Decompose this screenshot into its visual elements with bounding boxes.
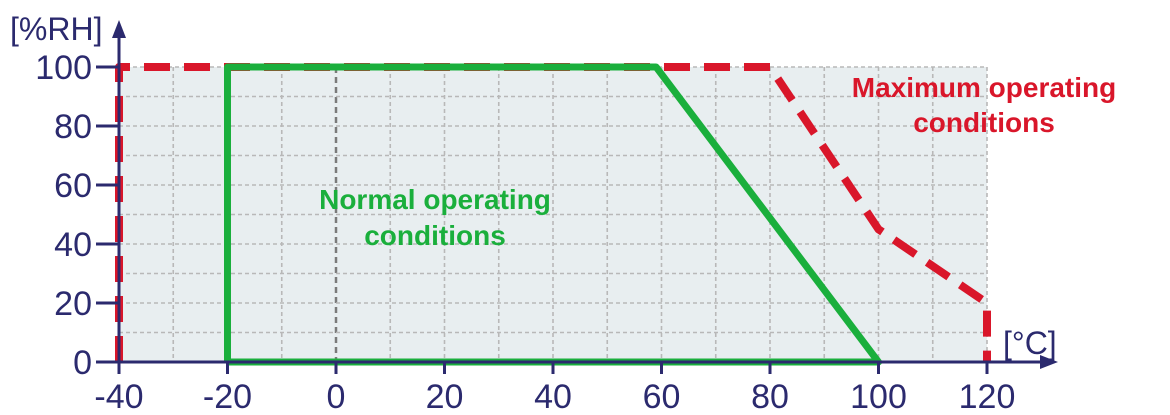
y-tick-label: 40 — [54, 226, 92, 264]
x-tick-label: -20 — [203, 378, 252, 415]
label-line: conditions — [913, 107, 1055, 138]
label-line: Maximum operating — [852, 72, 1116, 103]
maximum-operating-conditions-label: Maximum operating conditions — [852, 72, 1116, 138]
y-axis-unit-label: [%RH] — [10, 11, 102, 47]
x-tick-label: 0 — [327, 378, 346, 415]
y-tick-label: 0 — [73, 344, 92, 382]
y-tick-label: 60 — [54, 167, 92, 205]
normal-operating-conditions-label: Normal operating conditions — [319, 184, 551, 251]
y-tick-label: 80 — [54, 108, 92, 146]
y-axis-arrow-icon — [112, 20, 126, 38]
x-tick-label: 20 — [426, 378, 464, 415]
y-tick-label: 100 — [35, 49, 92, 87]
label-line: Normal operating — [319, 184, 551, 215]
y-tick-label: 20 — [54, 285, 92, 323]
x-tick-label: 60 — [643, 378, 681, 415]
x-tick-label: 120 — [959, 378, 1016, 415]
label-line: conditions — [364, 220, 506, 251]
x-axis-unit-label: [°C] — [1003, 325, 1057, 361]
x-tick-label: 40 — [534, 378, 572, 415]
x-tick-label: -40 — [94, 378, 143, 415]
x-tick-label: 80 — [751, 378, 789, 415]
x-axis-arrow-icon — [1040, 355, 1058, 369]
x-tick-label: 100 — [850, 378, 907, 415]
